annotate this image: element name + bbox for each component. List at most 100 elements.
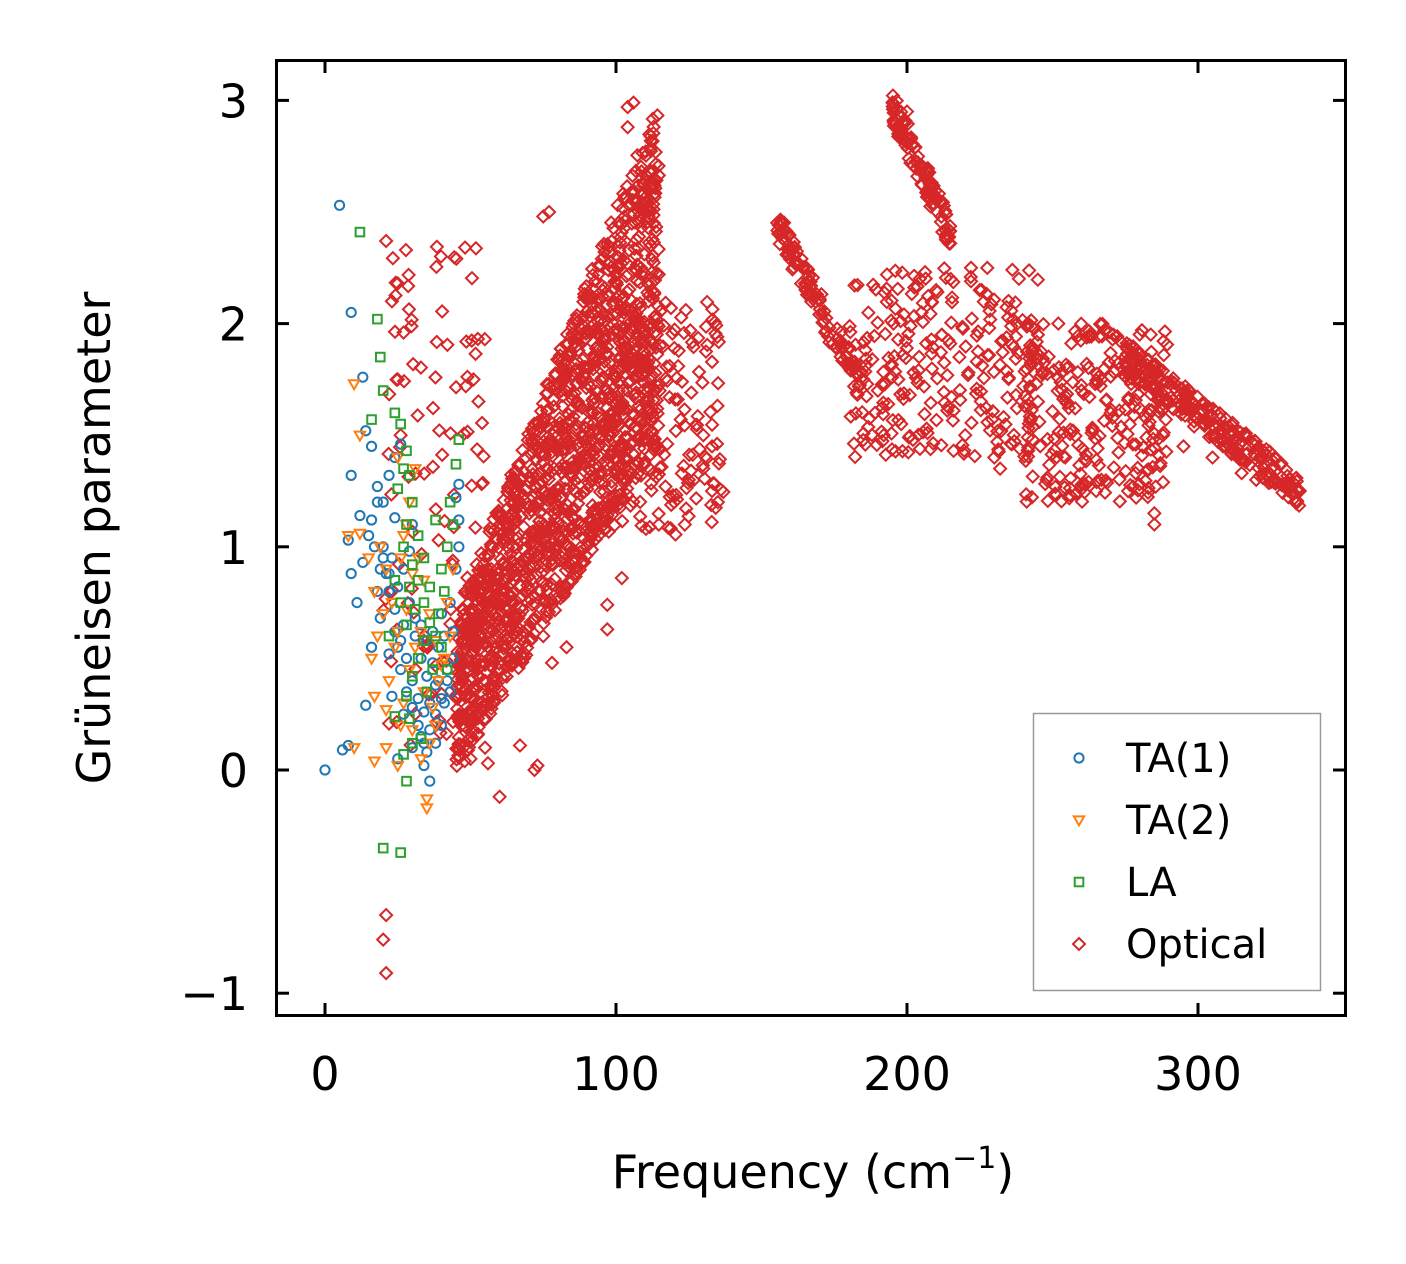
data-point	[1073, 333, 1089, 348]
data-point	[912, 441, 928, 457]
data-point	[464, 270, 480, 286]
data-point	[524, 461, 540, 477]
data-point	[901, 151, 917, 166]
data-point	[401, 445, 412, 457]
data-point	[384, 293, 400, 309]
data-point	[980, 347, 996, 363]
data-point	[945, 413, 961, 428]
data-point	[829, 321, 845, 337]
data-point	[458, 334, 474, 349]
data-point	[636, 191, 652, 207]
data-point	[587, 390, 603, 406]
data-point	[688, 490, 704, 506]
data-point	[867, 405, 883, 421]
data-point	[1146, 505, 1162, 521]
data-point	[1030, 272, 1046, 288]
data-point	[710, 375, 726, 391]
data-point	[470, 331, 486, 347]
data-point	[596, 423, 612, 439]
data-point	[524, 597, 540, 613]
data-point	[955, 319, 970, 335]
data-point	[1248, 434, 1264, 449]
data-point	[502, 589, 518, 605]
data-point	[565, 453, 581, 469]
data-point	[1088, 452, 1104, 468]
data-point	[1023, 355, 1039, 370]
data-point	[411, 553, 426, 566]
data-point	[383, 585, 395, 598]
data-point	[606, 462, 622, 478]
data-point	[528, 501, 544, 517]
data-point	[890, 126, 906, 142]
data-point	[575, 294, 591, 310]
data-point	[418, 635, 430, 646]
data-point	[558, 537, 574, 553]
data-point	[924, 361, 940, 377]
data-point	[874, 377, 890, 392]
data-point	[527, 762, 542, 778]
data-point	[404, 470, 415, 481]
data-point	[452, 709, 468, 725]
data-point	[893, 386, 908, 402]
data-point	[944, 294, 960, 310]
data-point	[443, 631, 458, 644]
data-point	[1089, 366, 1105, 382]
data-point	[898, 350, 914, 366]
data-point	[899, 104, 915, 119]
data-point	[374, 351, 386, 363]
data-point	[526, 613, 541, 629]
data-point	[1155, 474, 1171, 490]
data-point	[1077, 451, 1093, 467]
data-point	[370, 631, 385, 644]
data-point	[886, 348, 902, 364]
data-point	[1091, 458, 1107, 473]
data-point	[352, 430, 367, 443]
data-point	[883, 313, 899, 329]
data-point	[816, 303, 832, 319]
data-point	[620, 197, 636, 213]
data-point	[1120, 426, 1135, 442]
data-point	[555, 398, 570, 414]
data-point	[599, 339, 615, 355]
data-point	[347, 743, 362, 756]
data-point	[1234, 465, 1250, 481]
data-point	[385, 250, 401, 266]
data-point	[619, 383, 635, 399]
data-point	[439, 726, 454, 742]
data-point	[1022, 379, 1038, 394]
data-point	[981, 320, 997, 336]
data-point	[1001, 293, 1016, 309]
data-point	[951, 349, 967, 365]
data-point	[1156, 347, 1172, 363]
data-point	[1134, 322, 1150, 338]
data-point	[883, 358, 899, 373]
data-point	[428, 369, 443, 385]
data-point	[1079, 356, 1095, 372]
data-point	[401, 267, 417, 283]
data-point	[554, 465, 570, 481]
data-point	[957, 427, 973, 443]
legend-marker	[1073, 752, 1085, 764]
data-point	[656, 447, 672, 463]
data-point	[890, 281, 906, 297]
data-point	[640, 293, 656, 309]
data-point	[421, 670, 433, 682]
data-point	[429, 334, 445, 350]
data-point	[1004, 262, 1020, 278]
data-point	[1078, 447, 1094, 463]
data-point	[617, 345, 633, 361]
data-point	[467, 679, 482, 695]
data-point	[986, 364, 1002, 380]
data-point	[386, 690, 398, 702]
data-point	[1159, 337, 1175, 353]
data-point	[885, 95, 901, 111]
data-point	[922, 178, 938, 194]
data-point	[438, 697, 450, 709]
data-point	[668, 423, 684, 439]
data-point	[630, 178, 646, 194]
data-point	[608, 307, 624, 322]
data-point	[579, 449, 595, 465]
data-point	[958, 339, 974, 354]
data-point	[969, 354, 985, 370]
data-point	[593, 466, 609, 482]
